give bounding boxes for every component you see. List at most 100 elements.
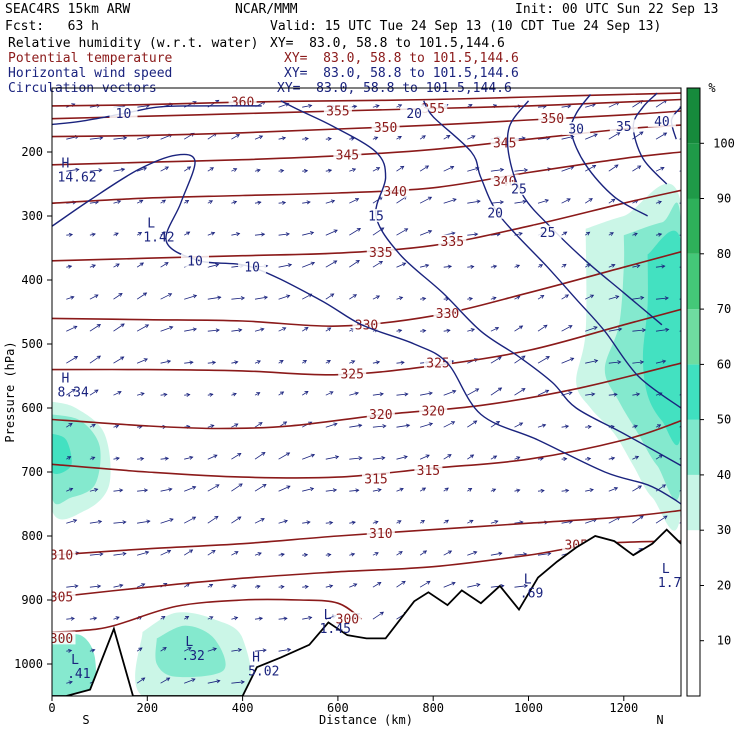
wind-contour-label: 15 — [368, 210, 384, 225]
wind-vector — [490, 169, 504, 172]
wind-vector — [585, 104, 596, 108]
wind-vector-head — [140, 392, 145, 396]
wind-vector — [325, 423, 338, 428]
wind-vector — [679, 425, 681, 428]
wind-contour-label: 10 — [244, 261, 260, 276]
wind-vector-head — [610, 456, 616, 461]
wind-vector — [420, 330, 426, 332]
wind-vector-head — [681, 617, 684, 620]
wind-vector — [207, 680, 220, 684]
wind-vector — [113, 323, 125, 332]
wind-vector — [655, 424, 661, 428]
wind-vector — [608, 295, 619, 300]
wind-vector-head — [665, 327, 670, 332]
field-rh-xy: XY= 83.0, 58.8 to 101.5,144.6 — [270, 36, 505, 51]
wind-vector-head — [285, 232, 290, 237]
theta-contour-label: 325 — [340, 368, 363, 383]
org-label: NCAR/MMM — [235, 2, 298, 17]
humidity-region-1 — [52, 414, 101, 505]
wind-vector-head — [217, 295, 222, 300]
wind-vector — [278, 649, 291, 652]
wind-vector-head — [374, 552, 379, 556]
wind-vector-head — [499, 200, 505, 205]
wind-vector-head — [353, 104, 358, 109]
x-tick-label: 0 — [48, 701, 55, 715]
wind-vector-head — [635, 392, 641, 397]
colorbar-tick-label: 10 — [717, 634, 731, 648]
wind-vector — [66, 519, 77, 524]
wind-vector-head — [120, 356, 125, 361]
wind-vector-head — [187, 647, 192, 651]
wind-vector — [514, 201, 527, 204]
wind-vector — [419, 230, 432, 236]
wind-vector — [467, 520, 474, 524]
colorbar-tick-label: 80 — [717, 247, 731, 261]
wind-vector-head — [355, 488, 360, 493]
wind-vector-head — [91, 232, 96, 237]
wind-vector — [349, 168, 356, 172]
x-tick-label: 800 — [422, 701, 444, 715]
wind-vector — [325, 229, 338, 236]
wind-vector-head — [232, 392, 237, 397]
wind-vector-head — [427, 230, 433, 234]
wind-vector — [66, 423, 73, 428]
wind-vector — [655, 265, 665, 268]
wind-vector — [490, 585, 504, 588]
theta-contour-label: 340 — [383, 185, 406, 200]
colorbar-band — [687, 253, 700, 310]
wind-vector-head — [353, 583, 358, 588]
wind-vector-head — [329, 391, 334, 395]
wind-vector — [137, 458, 144, 460]
wind-vector-head — [234, 423, 239, 428]
wind-vector-head — [330, 293, 335, 298]
wind-vector — [537, 324, 548, 332]
wind-vector-head — [96, 324, 101, 328]
wind-vector — [66, 681, 73, 684]
wind-vector-head — [186, 392, 191, 397]
wind-vector — [372, 105, 380, 108]
wind-vector-head — [399, 487, 404, 492]
wind-vector-head — [143, 488, 149, 493]
wind-vector — [561, 231, 567, 236]
theta-contour-label-bg — [352, 317, 381, 331]
wind-vector — [89, 201, 99, 204]
wind-vector-head — [287, 647, 292, 652]
wind-vector-head — [216, 679, 221, 684]
wind-vector — [278, 391, 284, 396]
wind-vector-head — [164, 166, 170, 171]
wind-contour-label-bg — [238, 260, 267, 274]
wind-vector-head — [516, 488, 521, 493]
wind-contour-line-10 — [52, 105, 262, 126]
wind-vector-head — [425, 454, 430, 459]
wind-vector — [254, 328, 264, 332]
theta-contour-label: 360 — [231, 96, 254, 111]
wind-vector-head — [639, 515, 644, 520]
wind-contour-label: 40 — [654, 115, 670, 130]
theta-contour-label-bg — [338, 367, 367, 381]
wind-vector — [113, 263, 120, 268]
wind-vector — [302, 170, 308, 172]
wind-vector-head — [302, 359, 307, 364]
theta-contour-label: 300 — [336, 613, 359, 628]
wind-vector — [278, 617, 287, 620]
wind-vector-head — [421, 135, 426, 139]
wind-vector — [231, 134, 240, 140]
wind-vector-head — [613, 487, 619, 491]
wind-vector — [89, 264, 96, 268]
low-marker: L — [147, 217, 155, 232]
wind-vector-head — [304, 327, 309, 331]
wind-vector-head — [471, 135, 476, 140]
wind-vector — [396, 361, 405, 364]
wind-vector-head — [568, 391, 573, 396]
wind-vector — [514, 296, 520, 300]
low-marker: L — [185, 635, 193, 650]
wind-vector-head — [279, 360, 284, 364]
wind-vector-head — [428, 422, 434, 427]
wind-vector — [302, 262, 315, 268]
x-tick-label: 1000 — [514, 701, 543, 715]
init-time: Init: 00 UTC Sun 22 Sep 13 — [515, 2, 719, 17]
wind-vector — [372, 425, 386, 428]
wind-vector — [349, 360, 355, 364]
theta-contour-label: 315 — [364, 473, 387, 488]
wind-vector — [325, 200, 335, 204]
